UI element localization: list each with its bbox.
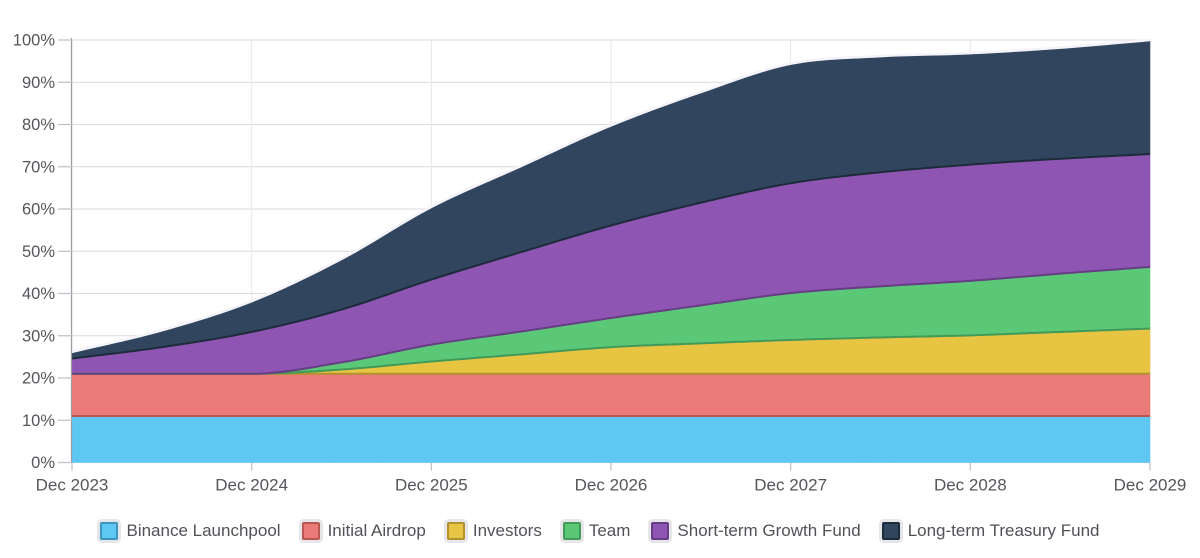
y-axis-label: 90% xyxy=(22,74,55,92)
x-axis-label: Dec 2027 xyxy=(754,476,827,495)
legend-label: Long-term Treasury Fund xyxy=(907,521,1100,540)
legend-label: Investors xyxy=(472,521,542,540)
y-axis-label: 80% xyxy=(22,116,55,134)
legend-item-initial-airdrop[interactable]: Initial Airdrop xyxy=(301,521,426,541)
legend-swatch-icon xyxy=(881,522,900,540)
chart-legend: Binance Launchpool Initial Airdrop Investo… xyxy=(0,514,1200,548)
y-axis-label: 60% xyxy=(22,201,55,219)
legend-swatch-icon xyxy=(562,522,581,540)
legend-item-binance-launchpool[interactable]: Binance Launchpool xyxy=(100,521,281,541)
y-axis-label: 10% xyxy=(22,412,55,430)
legend-swatch-icon xyxy=(301,522,320,540)
legend-swatch-icon xyxy=(100,522,119,540)
y-axis-label: 70% xyxy=(22,158,55,176)
stack-top-edge-line xyxy=(70,38,1152,354)
legend-label: Initial Airdrop xyxy=(327,521,426,540)
area-initial-airdrop xyxy=(71,373,1151,417)
legend-item-team[interactable]: Team xyxy=(562,521,631,541)
x-axis-label: Dec 2025 xyxy=(395,476,468,495)
x-axis-label: Dec 2023 xyxy=(36,476,109,495)
x-axis-label: Dec 2026 xyxy=(575,476,648,495)
series-boundary-line xyxy=(71,153,1151,360)
x-axis-label: Dec 2028 xyxy=(934,476,1007,495)
legend-item-short-term-growth-fund[interactable]: Short-term Growth Fund xyxy=(651,521,861,541)
legend-label: Binance Launchpool xyxy=(126,521,281,540)
y-axis-label: 30% xyxy=(22,327,55,345)
legend-item-long-term-treasury-fund[interactable]: Long-term Treasury Fund xyxy=(881,521,1100,541)
y-axis-label: 20% xyxy=(22,370,55,388)
legend-swatch-icon xyxy=(651,522,670,540)
y-axis-label: 50% xyxy=(22,243,55,261)
stacked-area-chart: 0% 10% 20% 30% 40% 50% 60% 70% 80% 90% 100% Dec 202… xyxy=(13,32,1187,495)
x-axis-label: Dec 2029 xyxy=(1114,476,1187,495)
legend-label: Short-term Growth Fund xyxy=(677,521,861,540)
y-axis-label: 100% xyxy=(13,32,56,50)
y-axis-label: 0% xyxy=(31,454,55,472)
legend-label: Team xyxy=(588,521,631,540)
series-boundary-line xyxy=(71,265,1151,375)
y-axis-label: 40% xyxy=(22,285,55,303)
area-binance-launchpool xyxy=(71,415,1151,463)
legend-swatch-icon xyxy=(446,522,465,540)
x-axis-label: Dec 2024 xyxy=(215,476,288,495)
legend-item-investors[interactable]: Investors xyxy=(446,521,542,541)
